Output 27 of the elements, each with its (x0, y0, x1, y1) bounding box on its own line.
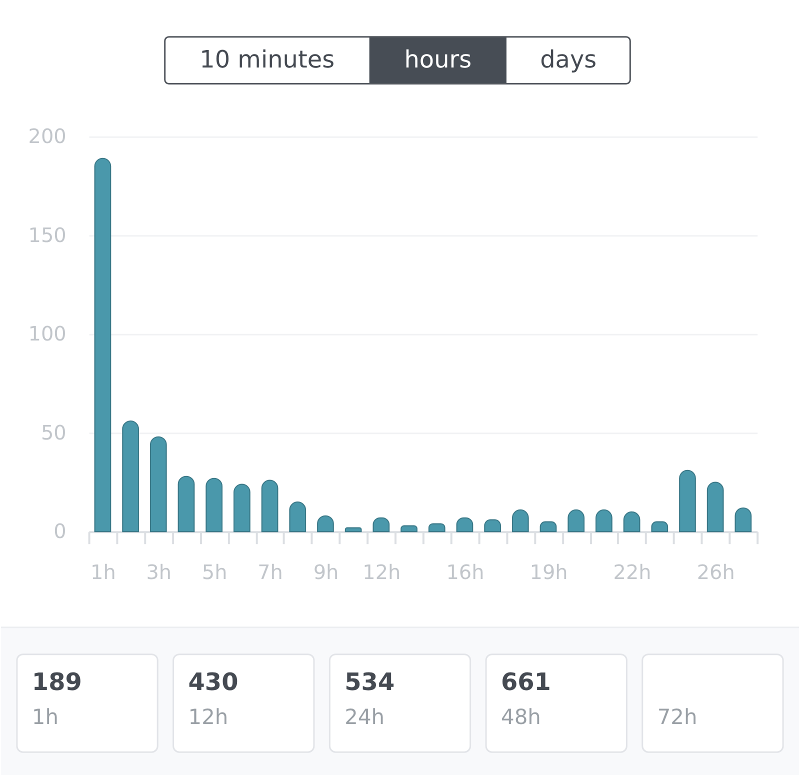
category-label: 1h (32, 705, 59, 730)
category-label: 10 minutes (200, 45, 335, 74)
data-label: 430 (188, 668, 238, 696)
x-tick-label: 19h (530, 560, 568, 584)
x-tick-label: 9h (313, 560, 339, 584)
x-tick-label: 12h (362, 560, 401, 584)
x-tick-label: 1h (90, 560, 116, 584)
y-tick-label: 200 (28, 124, 66, 148)
data-label: 534 (344, 668, 395, 696)
category-label: 12h (188, 705, 228, 730)
x-tick-label: 16h (446, 560, 484, 584)
y-tick-label: 0 (54, 519, 66, 544)
y-tick-label: 150 (28, 222, 66, 247)
category-label: 24h (344, 705, 385, 730)
category-label: hours (404, 45, 472, 74)
category-label: days (540, 45, 597, 74)
data-label: 189 (32, 668, 82, 696)
y-tick-label: 50 (40, 420, 66, 444)
y-tick-label: 100 (28, 322, 66, 346)
x-tick-label: 26h (696, 560, 735, 584)
x-tick-label: 3h (146, 560, 172, 584)
x-tick-label: 5h (202, 560, 228, 584)
category-label: 48h (500, 705, 541, 730)
x-tick-label: 7h (258, 560, 283, 584)
category-label: 72h (657, 705, 698, 730)
data-label: 661 (500, 668, 551, 696)
x-tick-label: 22h (613, 560, 652, 584)
